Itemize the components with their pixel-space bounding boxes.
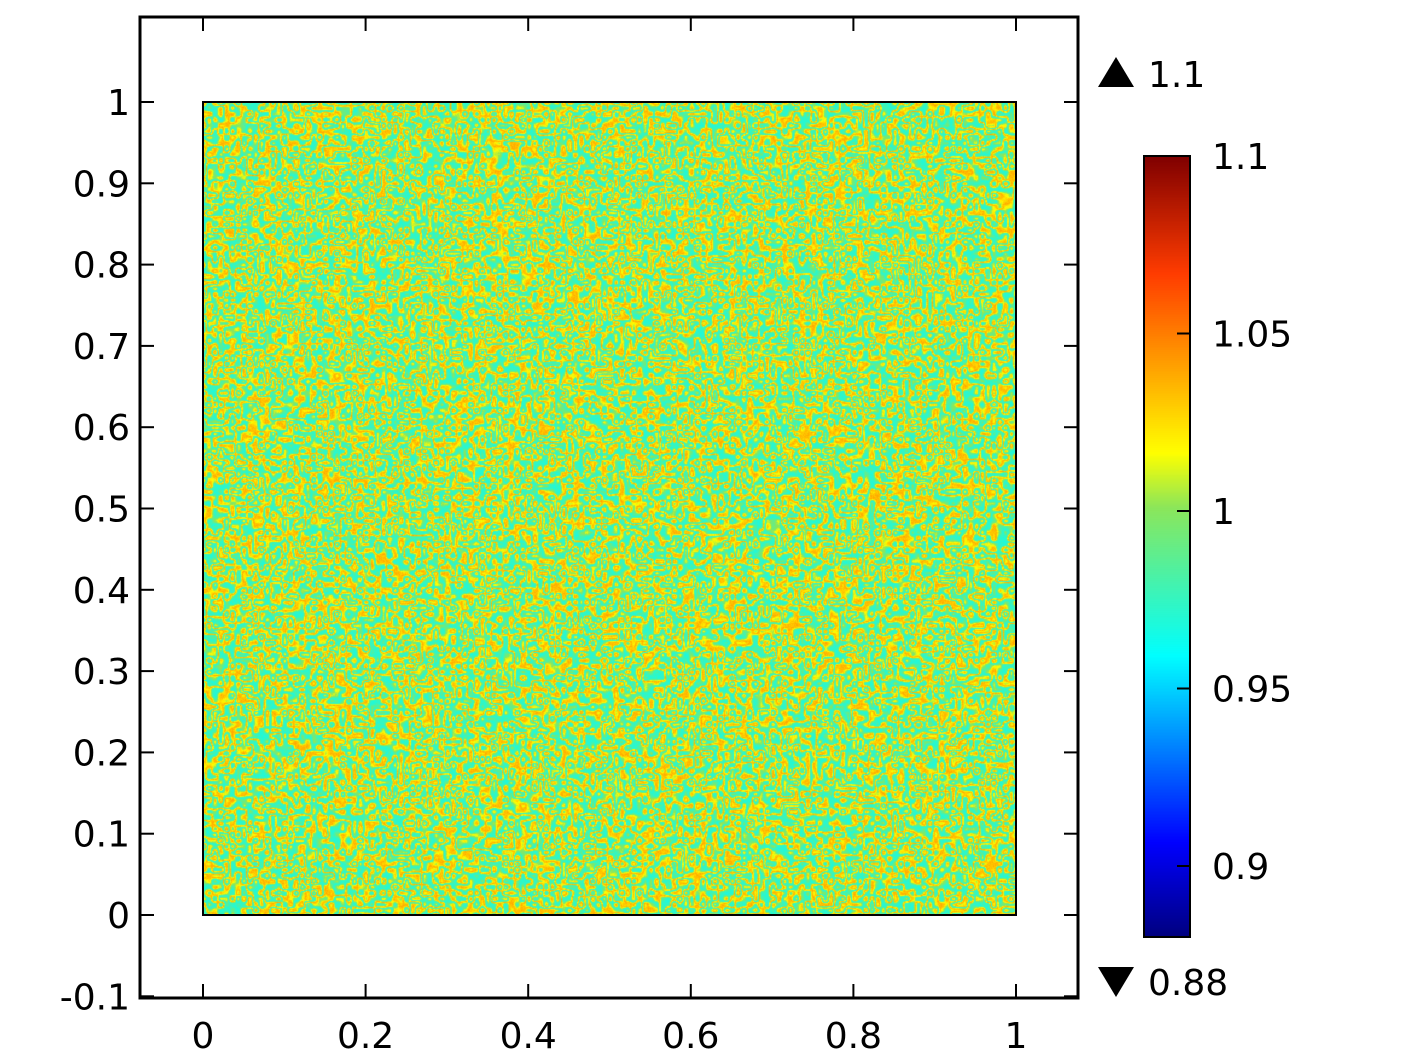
colorbar-max-label: 1.1 [1148, 55, 1205, 96]
colorbar-min-label: 0.88 [1148, 963, 1228, 1004]
y-tick-label: 0.6 [73, 408, 130, 449]
y-tick-label: 1 [107, 83, 130, 124]
colorbar-tick-label: 1 [1212, 492, 1235, 533]
colorbar-tick-label: 0.95 [1212, 670, 1292, 711]
x-tick-label: 0.2 [337, 1016, 394, 1057]
colorbar-frame [1143, 155, 1191, 938]
x-tick-label: 0.8 [825, 1016, 882, 1057]
x-tick-label: 1 [1005, 1016, 1028, 1057]
y-tick-label: 0.5 [73, 490, 130, 531]
max-triangle-icon [1098, 57, 1134, 87]
colorbar-ticks: 1.1 1.05 1 0.95 0.9 [1177, 137, 1292, 888]
colorbar-gradient [1144, 156, 1190, 937]
y-tick-label: 0.2 [73, 733, 130, 774]
y-tick-label: 0.3 [73, 652, 130, 693]
colorbar-tick-label: 1.1 [1212, 137, 1269, 178]
x-tick-label: 0 [192, 1016, 215, 1057]
x-tick-label: 0.4 [500, 1016, 557, 1057]
domain-outline [202, 101, 1017, 916]
x-axis-ticks: 0 0.2 0.4 0.6 0.8 1 [192, 17, 1028, 1057]
y-axis-ticks: -0.1 0 0.1 0.2 0.3 0.4 0.5 0.6 0.7 0.8 0.9 1 [60, 83, 1078, 1018]
y-tick-label: 0.9 [73, 164, 130, 205]
min-triangle-icon [1098, 967, 1134, 997]
colorbar-tick-label: 1.05 [1212, 315, 1292, 356]
y-tick-label: 0.4 [73, 571, 130, 612]
y-tick-label: 0.8 [73, 246, 130, 287]
x-tick-label: 0.6 [662, 1016, 719, 1057]
y-tick-label: 0 [107, 896, 130, 937]
colorbar-tick-label: 0.9 [1212, 847, 1269, 888]
y-tick-label: 0.7 [73, 327, 130, 368]
heatmap-field [203, 102, 1016, 915]
y-tick-label: 0.1 [73, 815, 130, 856]
y-tick-label: -0.1 [60, 977, 130, 1018]
axes-frame [138, 15, 1080, 1000]
